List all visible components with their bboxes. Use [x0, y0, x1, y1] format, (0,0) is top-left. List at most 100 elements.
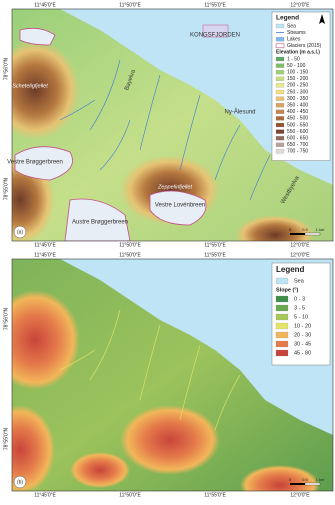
legend-label: 20 - 30 — [294, 332, 311, 338]
legend-swatch — [275, 313, 289, 321]
lon-label: 12°0'0"E — [290, 242, 310, 248]
lon-label: 11°55'0"E — [204, 242, 226, 248]
legend-label: 45 - 80 — [294, 350, 311, 356]
lat-label: 78°55'0"N — [3, 427, 9, 450]
sea — [60, 259, 333, 435]
place-label: Zeppelinfjellet — [157, 184, 192, 190]
legend-swatch — [275, 96, 285, 101]
scale-label: 1 km — [316, 227, 325, 232]
lon-label: 11°50'0"E — [119, 492, 141, 498]
legend-label: 650 - 700 — [287, 142, 308, 148]
legend-swatch — [275, 89, 285, 95]
scale-bar — [304, 482, 321, 486]
lon-label: 11°50'0"E — [119, 242, 141, 248]
place-label: Scheteligfjellet — [12, 83, 48, 89]
panel-label: (b) — [17, 479, 23, 485]
legend-swatch — [275, 63, 285, 68]
legend-swatch — [275, 103, 285, 108]
legend-label: 400 - 450 — [287, 109, 308, 115]
legend-label: 250 - 300 — [287, 89, 308, 95]
legend-subtitle: Slope (°) — [276, 287, 299, 293]
legend-swatch — [275, 277, 289, 285]
lon-label: 11°50'0"E — [119, 2, 141, 8]
legend-label: 0 - 3 — [294, 296, 305, 302]
legend-swatch — [275, 136, 285, 141]
legend-label: 700 - 750 — [287, 149, 308, 155]
legend-swatch — [275, 349, 289, 357]
scale-label: 0.5 — [302, 477, 308, 482]
legend-label: 300 - 350 — [287, 96, 308, 102]
legend-swatch — [275, 37, 285, 42]
scale-label: 0 — [289, 227, 292, 232]
legend-swatch — [275, 295, 289, 303]
legend-swatch — [275, 322, 289, 330]
legend-swatch — [275, 149, 285, 154]
lat-label: 78°56'0"N — [3, 57, 9, 80]
lon-label: 12°0'0"E — [290, 492, 310, 498]
place-label: Vestre Lovénbreen — [155, 203, 205, 209]
legend-swatch — [275, 56, 285, 62]
lon-label: 11°45'0"E — [34, 252, 56, 258]
lon-label: 12°0'0"E — [290, 252, 310, 258]
legend-label: Sea — [294, 278, 305, 284]
legend-label: Lakes — [287, 37, 301, 43]
legend-swatch — [275, 76, 285, 81]
legend-label: 100 - 150 — [287, 70, 308, 76]
legend-label: 450 - 500 — [287, 116, 308, 122]
legend-label: 30 - 45 — [294, 341, 311, 347]
legend-label: Streams — [287, 30, 306, 36]
place-label: KONGSFJORDEN — [190, 33, 240, 39]
lon-label: 11°55'0"E — [204, 492, 226, 498]
scale-label: 0 — [289, 477, 292, 482]
place-label: Austre Brøggerbreen — [72, 220, 128, 226]
legend-subtitle: Elevation (m a.s.l.) — [276, 50, 320, 56]
legend-swatch — [275, 23, 285, 29]
scale-bar — [304, 232, 321, 236]
lon-label: 11°45'0"E — [34, 2, 56, 8]
legend-title: Legend — [276, 265, 305, 274]
legend-label: 1 - 50 — [287, 56, 300, 62]
legend-label: 3 - 5 — [294, 305, 305, 311]
lat-label: 78°55'0"N — [3, 177, 9, 200]
panel-label-bg — [13, 475, 27, 489]
panel-label-bg — [13, 225, 27, 239]
legend-swatch — [275, 122, 285, 128]
legend-swatch — [275, 70, 285, 75]
legend-swatch — [275, 43, 285, 49]
scale-bar — [290, 233, 305, 235]
lon-label: 12°0'0"E — [290, 2, 310, 8]
legend-swatch — [275, 340, 289, 348]
legend-swatch — [275, 116, 285, 121]
legend-label: 350 - 400 — [287, 103, 308, 109]
legend-label: 500 - 550 — [287, 122, 308, 128]
legend-swatch — [275, 142, 285, 147]
place-label: Ny-Ålesund — [224, 109, 255, 116]
legend-swatch — [275, 331, 289, 339]
legend-label: 50 - 100 — [287, 63, 306, 69]
legend-label: 600 - 650 — [287, 136, 308, 142]
scale-label: 1 km — [316, 477, 325, 482]
legend-label: Glaciers (2015) — [287, 43, 322, 49]
legend-swatch — [275, 304, 289, 312]
lat-label: 78°56'0"N — [3, 307, 9, 330]
legend-title: Legend — [276, 15, 299, 22]
legend-label: 200 - 250 — [287, 83, 308, 89]
lon-label: 11°50'0"E — [119, 252, 141, 258]
panel-label: (a) — [17, 229, 23, 235]
lon-label: 11°45'0"E — [34, 492, 56, 498]
lon-label: 11°55'0"E — [204, 252, 226, 258]
lon-label: 11°55'0"E — [204, 2, 226, 8]
legend-label: 150 - 200 — [287, 76, 308, 82]
north-arrow — [319, 14, 325, 24]
place-label: Vestre Brøggerbreen — [7, 160, 63, 166]
scale-bar — [290, 483, 305, 485]
legend-label: Sea — [287, 23, 296, 29]
legend-label: 5 - 10 — [294, 314, 308, 320]
scale-label: 0.5 — [302, 227, 308, 232]
legend-swatch — [275, 109, 285, 114]
lon-label: 11°45'0"E — [34, 242, 56, 248]
legend-swatch — [275, 83, 285, 88]
legend-swatch — [275, 129, 285, 134]
